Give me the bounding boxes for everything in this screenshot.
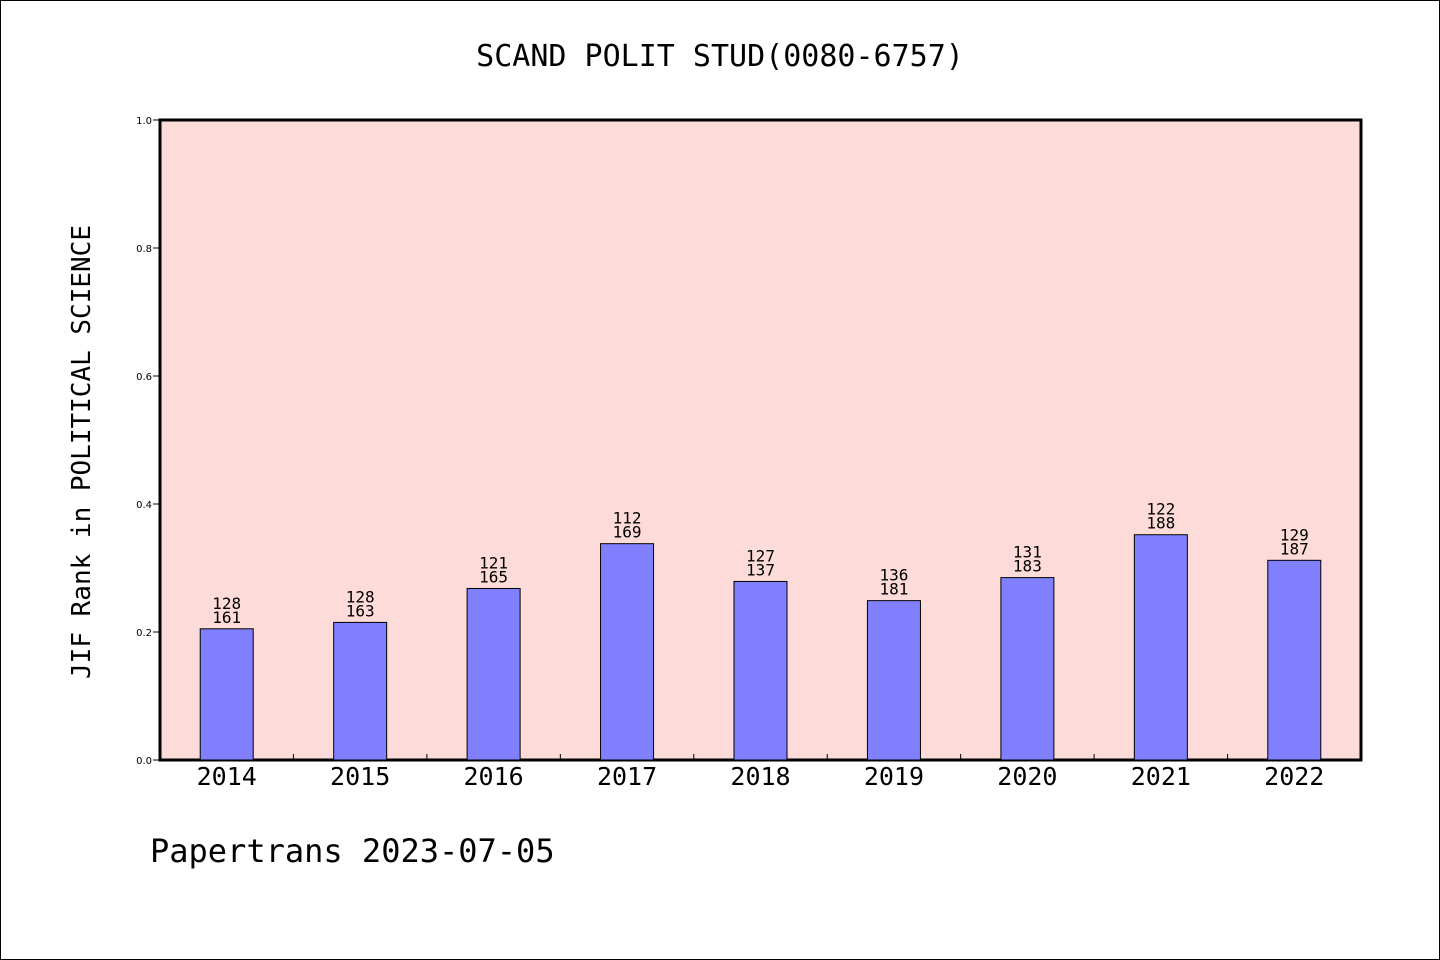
bar-total-label: 165 — [479, 567, 508, 586]
x-tick-label: 2020 — [997, 762, 1057, 791]
bar-total-label: 163 — [346, 601, 375, 620]
bar-rank-label: 121 — [479, 553, 508, 572]
footer: Papertrans 2023-07-05 — [150, 832, 555, 870]
y-tick-label: 0.8 — [136, 244, 152, 255]
bar-2018 — [733, 580, 788, 761]
x-axis: 2014 2015 2016 2017 2018 2019 2020 2021 2022 — [197, 754, 1324, 791]
bar-rank-label: 129 — [1280, 525, 1309, 544]
bar-2020 — [1000, 577, 1055, 761]
bar-2021 — [1133, 534, 1188, 761]
bar-total-label: 183 — [1013, 557, 1042, 576]
x-tick-label: 2014 — [197, 762, 257, 791]
x-tick-label: 2021 — [1131, 762, 1191, 791]
footer-date: 2023-07-05 — [361, 832, 555, 870]
bar-rank-label: 136 — [879, 566, 908, 585]
y-tick-label: 1.0 — [136, 116, 152, 127]
y-tick-label: 0.6 — [136, 372, 152, 383]
bar-rank-label: 128 — [346, 587, 375, 606]
bar-2015 — [333, 621, 388, 761]
x-tick-label: 2016 — [464, 762, 524, 791]
bar-rank-label: 131 — [1013, 543, 1042, 562]
y-axis-label: JIF Rank in POLITICAL SCIENCE — [67, 225, 97, 679]
bar-2016 — [466, 587, 521, 761]
x-tick-label: 2019 — [864, 762, 924, 791]
bar-total-label: 188 — [1146, 514, 1175, 533]
x-tick-label: 2018 — [730, 762, 790, 791]
bar-total-label: 137 — [746, 560, 775, 579]
bars — [199, 534, 1322, 761]
bar-rank-label: 112 — [613, 509, 642, 528]
bar-total-label: 169 — [613, 523, 642, 542]
bar-2014 — [199, 628, 254, 761]
bar-2022 — [1267, 559, 1322, 761]
chart-title: SCAND POLIT STUD(0080-6757) — [476, 39, 964, 74]
bar-total-label: 187 — [1280, 539, 1309, 558]
bar-rank-label: 122 — [1146, 500, 1175, 519]
bar-total-label: 181 — [879, 580, 908, 599]
x-tick-label: 2015 — [330, 762, 390, 791]
bar-2017 — [600, 543, 655, 761]
x-tick-label: 2022 — [1264, 762, 1324, 791]
bar-rank-label: 127 — [746, 546, 775, 565]
y-axis: 0.0 0.2 0.4 0.6 0.8 1.0 — [136, 116, 160, 767]
x-tick-label: 2017 — [597, 762, 657, 791]
footer-source: Papertrans — [150, 832, 343, 870]
bar-total-label: 161 — [212, 608, 241, 627]
y-tick-label: 0.4 — [136, 500, 152, 511]
bar-rank-label: 128 — [212, 594, 241, 613]
y-tick-label: 0.2 — [136, 628, 152, 639]
y-tick-label: 0.0 — [136, 756, 152, 767]
bar-2019 — [866, 600, 921, 761]
